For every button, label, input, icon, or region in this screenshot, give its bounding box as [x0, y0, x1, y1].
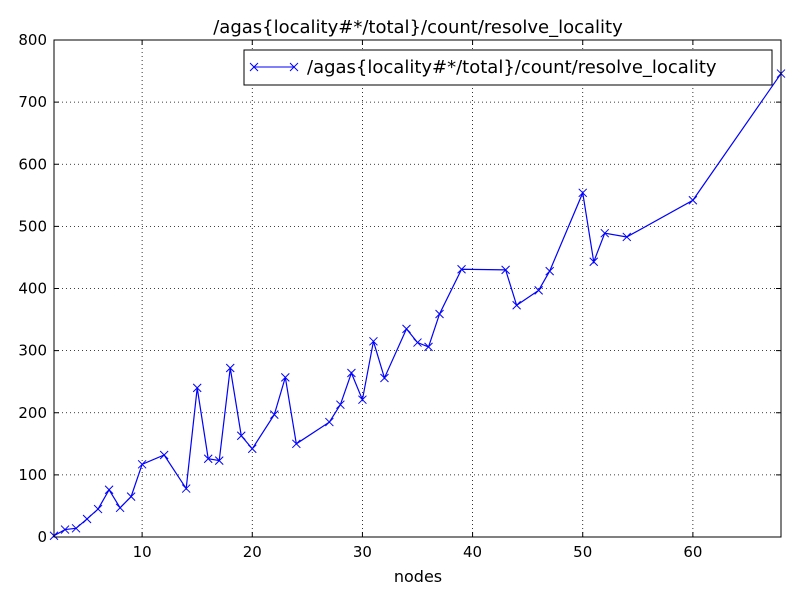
y-tick-label: 300 [18, 342, 47, 360]
legend-entry: /agas{locality#*/total}/count/resolve_lo… [307, 57, 717, 78]
data-point [545, 266, 555, 276]
legend: /agas{locality#*/total}/count/resolve_lo… [243, 49, 773, 86]
data-point [534, 286, 544, 295]
data-point [192, 383, 202, 393]
data-point [622, 232, 632, 242]
plot-frame [53, 39, 782, 538]
data-point [578, 188, 588, 198]
data-point [358, 395, 367, 405]
data-point [93, 504, 103, 514]
data-point [82, 514, 92, 524]
data-point [60, 525, 70, 534]
data-point [457, 264, 466, 274]
x-tick-label: 20 [243, 543, 262, 561]
data-point [512, 300, 521, 310]
x-tick-label: 60 [683, 543, 702, 561]
y-tick-label: 700 [18, 93, 47, 111]
x-axis-label: nodes [394, 567, 442, 586]
x-axis-ticks: 10 20 30 40 50 60 [133, 40, 702, 561]
legend-x-marker [249, 62, 299, 72]
data-point [203, 454, 213, 464]
x-tick-label: 40 [463, 543, 482, 561]
data-point [159, 450, 169, 460]
data-point [269, 410, 279, 419]
data-point [71, 523, 81, 533]
data-point [413, 338, 422, 347]
data-point [291, 439, 301, 449]
data-point [369, 336, 378, 346]
data-point [225, 363, 235, 373]
data-point [280, 372, 290, 382]
x-tick-label: 30 [353, 543, 372, 561]
data-point [115, 503, 125, 513]
data-point [347, 368, 356, 378]
data-point [104, 485, 114, 495]
data-point [435, 309, 444, 319]
data-point [126, 492, 136, 501]
data-point [137, 459, 147, 469]
y-axis-ticks: 0 100 200 300 400 500 600 700 800 [18, 31, 781, 546]
y-tick-label: 200 [18, 404, 47, 422]
data-point [501, 265, 510, 275]
data-point [336, 400, 345, 410]
chart-title: /agas{locality#*/total}/count/resolve_lo… [213, 17, 623, 38]
x-tick-label: 10 [133, 543, 152, 561]
x-tick-label: 50 [573, 543, 592, 561]
y-tick-label: 800 [18, 31, 47, 49]
data-point [380, 373, 389, 383]
data-point [325, 417, 334, 427]
y-tick-label: 100 [18, 466, 47, 484]
series-layer [49, 69, 786, 541]
series-line [53, 73, 782, 537]
y-tick-label: 0 [37, 528, 47, 546]
data-point [236, 431, 246, 441]
data-point [214, 456, 224, 465]
data-point [181, 484, 191, 493]
data-point [589, 257, 599, 267]
data-point [688, 195, 698, 205]
legend-box [243, 49, 773, 86]
grid [54, 40, 781, 537]
data-point [247, 444, 257, 454]
data-point [402, 324, 411, 334]
y-tick-label: 600 [18, 155, 47, 173]
data-point [424, 342, 433, 352]
data-point [600, 228, 610, 238]
y-tick-label: 500 [18, 217, 47, 235]
y-tick-label: 400 [18, 280, 47, 298]
